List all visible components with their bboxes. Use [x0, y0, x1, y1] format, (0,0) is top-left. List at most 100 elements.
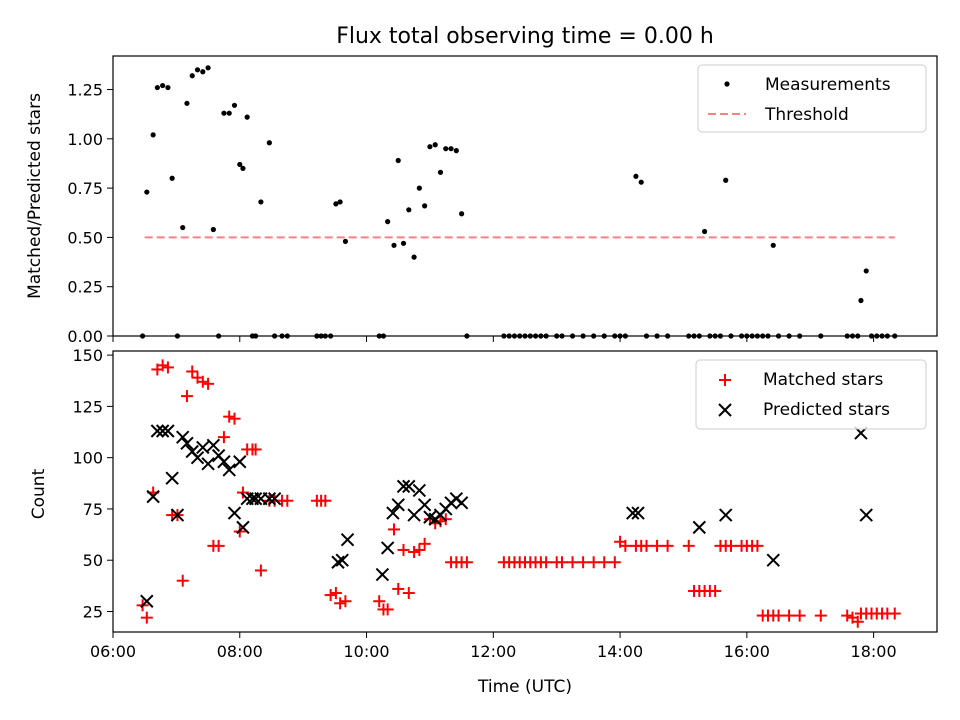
predicted-star-point	[859, 508, 873, 522]
predicted-star-d2	[180, 436, 194, 451]
matched-star-point	[555, 556, 568, 569]
predicted-star-point	[331, 555, 345, 569]
measurement-point	[189, 73, 195, 79]
top-chart-title: Flux total observing time = 0.00 h	[336, 24, 714, 49]
matched-star-point	[851, 615, 864, 628]
top-y-tick-label-0: 0.00	[67, 327, 103, 346]
predicted-star-d2	[417, 498, 432, 512]
bottom-legend-box	[695, 359, 927, 430]
top-axis-ticks: 0.00 0.25 0.50 0.75 1.00 1.25	[67, 81, 875, 346]
matched-star-point	[783, 609, 796, 622]
measurement-point	[210, 226, 216, 233]
measurement-point	[194, 67, 201, 73]
legend-predicted-marker	[718, 403, 732, 417]
predicted-star-d2	[719, 508, 733, 522]
bottom-x-tick-label-4: 14:00	[597, 642, 643, 661]
bottom-y-tick-label-2: 75	[83, 500, 103, 519]
matched-star-point	[888, 607, 901, 620]
predicted-star-point	[180, 436, 194, 451]
predicted-star-d2	[140, 594, 154, 608]
bottom-y-tick-label-5: 150	[72, 346, 103, 365]
predicted-star-d2	[412, 483, 427, 498]
top-y-tick-label-5: 1.25	[67, 81, 103, 100]
predicted-star-point	[206, 438, 221, 453]
bottom-plot-frame	[112, 350, 938, 633]
bottom-axis-ticks: 25 50 75 100 125 150 06:00 08:00 10:00 12:00 14:00…	[72, 346, 896, 661]
predicted-star-point	[267, 491, 282, 506]
predicted-star-d2	[340, 532, 355, 547]
matched-star-point	[661, 539, 674, 552]
predicted-star-d2	[631, 506, 645, 520]
predicted-star-point	[386, 506, 400, 520]
predicted-star-point	[396, 479, 411, 494]
top-y-tick-label-3: 0.75	[67, 179, 103, 198]
predicted-star-point	[335, 553, 349, 567]
measurement-point	[437, 169, 444, 175]
legend-measurements-marker	[724, 81, 730, 87]
predicted-star-d2	[267, 491, 282, 506]
predicted-star-point	[626, 506, 640, 520]
measurement-point	[400, 240, 407, 246]
predicted-star-d2	[201, 457, 215, 471]
predicted-star-d2	[407, 508, 421, 522]
measurement-point	[244, 114, 250, 120]
matched-star-point	[319, 494, 332, 507]
measurement-point	[385, 219, 391, 225]
predicted-star-d2	[380, 541, 395, 555]
measurement-point	[221, 110, 227, 116]
predicted-star-d2	[386, 506, 400, 520]
matched-star-point	[413, 543, 426, 556]
matched-star-point	[814, 609, 827, 622]
measurement-point	[160, 82, 166, 89]
predicted-star-point	[262, 491, 277, 506]
predicted-star-point	[340, 532, 355, 547]
matched-star-point	[217, 431, 230, 444]
predicted-star-point	[217, 455, 231, 469]
bottom-x-tick-label-0: 06:00	[90, 642, 136, 661]
matched-star-point	[202, 377, 215, 390]
matched-star-point	[709, 584, 722, 597]
measurement-point	[427, 144, 433, 150]
predicted-star-point	[407, 508, 421, 522]
predicted-star-point	[454, 496, 469, 510]
bottom-x-axis-label: Time (UTC)	[477, 677, 572, 697]
matched-star-point	[223, 410, 236, 423]
measurement-point	[231, 102, 238, 108]
measurement-point	[342, 238, 349, 244]
predicted-star-point	[391, 498, 405, 512]
matched-star-point	[392, 582, 405, 595]
measurement-point	[184, 100, 190, 106]
measurement-point	[237, 161, 243, 168]
top-y-tick-label-4: 1.00	[67, 130, 103, 149]
predicted-star-point	[233, 455, 247, 469]
predicted-star-point	[150, 424, 165, 438]
predicted-star-point	[146, 489, 160, 504]
predicted-star-point	[236, 520, 250, 535]
measurement-point	[240, 165, 246, 171]
measurement-point	[453, 148, 459, 154]
matched-star-point	[841, 609, 854, 622]
predicted-star-point	[201, 457, 215, 471]
predicted-star-point	[402, 479, 416, 494]
predicted-star-d2	[217, 455, 231, 469]
matched-star-point	[156, 359, 169, 372]
measurement-point	[165, 84, 171, 91]
predicted-star-d2	[146, 489, 160, 504]
measurement-point	[723, 177, 729, 183]
measurement-point	[154, 84, 160, 91]
bottom-legend: Matched stars Predicted stars	[695, 359, 927, 430]
measurement-point	[266, 140, 272, 146]
bottom-panel: Count Time (UTC) 25 50 75 100 125 150 06:00 08:…	[29, 346, 938, 697]
matched-star-point	[772, 609, 785, 622]
predicted-star-d2	[161, 424, 175, 438]
matched-star-point	[334, 597, 347, 610]
measurement-point	[863, 268, 869, 274]
bottom-data-layer	[136, 359, 901, 628]
measurement-point	[200, 69, 206, 75]
matched-star-point	[418, 537, 431, 550]
predicted-star-point	[412, 483, 427, 498]
measurement-point	[422, 203, 428, 209]
measurement-point	[391, 242, 397, 248]
predicted-star-d2	[206, 438, 221, 453]
predicted-star-point	[140, 594, 154, 608]
